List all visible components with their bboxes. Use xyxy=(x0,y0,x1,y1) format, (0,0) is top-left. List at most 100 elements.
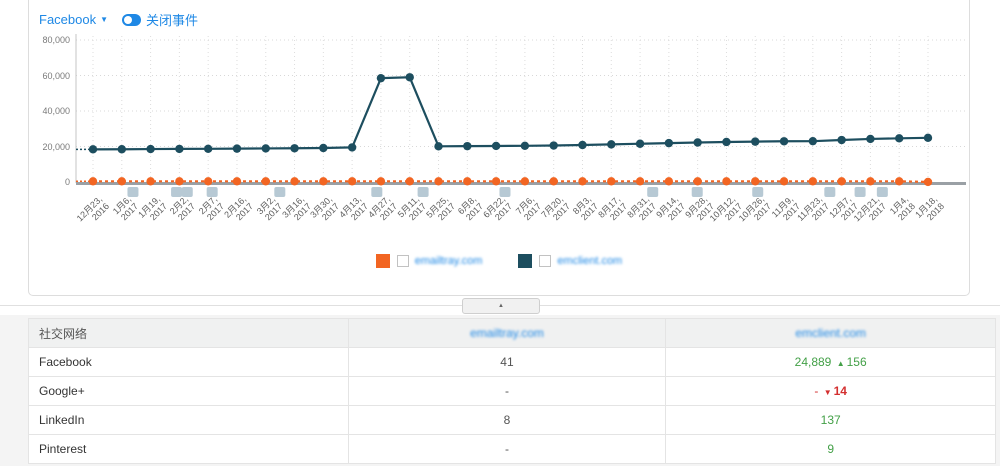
triangle-down-icon: ▼ xyxy=(823,388,832,397)
network-dropdown-label: Facebook xyxy=(39,12,97,27)
chart-point xyxy=(203,177,213,186)
chart-point xyxy=(146,177,155,186)
events-toggle[interactable]: 关闭事件 xyxy=(122,10,198,29)
event-marker-icon[interactable] xyxy=(647,187,659,197)
table-row-Pinterest: Pinterest -9 xyxy=(28,434,996,464)
chart-point xyxy=(549,177,558,186)
chart-point xyxy=(923,177,933,187)
network-dropdown[interactable]: Facebook ▼ xyxy=(39,12,108,27)
traffic-chart-panel: Facebook ▼ 关闭事件 emailtray.com emclient.co… xyxy=(28,0,970,296)
event-marker-icon[interactable] xyxy=(371,187,383,197)
event-marker-icon[interactable] xyxy=(691,187,703,197)
event-marker-icon[interactable] xyxy=(824,187,836,197)
chart-point xyxy=(117,177,126,186)
chart-point xyxy=(837,135,846,145)
event-marker-icon[interactable] xyxy=(274,187,286,197)
chart-point xyxy=(347,177,357,186)
event-marker-icon[interactable] xyxy=(854,187,866,197)
event-marker-icon[interactable] xyxy=(876,187,888,197)
chart-point xyxy=(549,141,558,150)
chart-point xyxy=(779,177,789,186)
chart-point xyxy=(405,177,414,186)
chart-point xyxy=(146,144,155,154)
metric-value-with-change: 9 xyxy=(665,434,996,464)
metric-value: 8 xyxy=(347,405,667,435)
legend-swatch-icon xyxy=(518,254,533,268)
event-marker-icon[interactable] xyxy=(417,187,429,197)
metric-value-with-change: 137 xyxy=(665,405,996,435)
chart-point xyxy=(607,140,616,149)
y-axis-tick-label: 20,000 xyxy=(42,141,70,152)
chart-point xyxy=(88,145,98,154)
chart-point xyxy=(923,133,933,143)
metric-value-with-change: 24,889 ▲ 156 xyxy=(665,347,996,377)
triangle-up-icon: ▲ xyxy=(836,359,845,368)
y-axis-tick-label: 80,000 xyxy=(42,35,70,45)
chart-point xyxy=(635,177,645,186)
network-name: Pinterest xyxy=(28,434,349,464)
chart-point xyxy=(664,177,674,186)
chart-point xyxy=(751,137,760,146)
chart-legend: emailtray.com emclient.com xyxy=(29,254,969,268)
chart-point xyxy=(463,141,472,151)
chart-point xyxy=(347,143,357,152)
legend-swatch-icon xyxy=(375,254,390,268)
table-row-LinkedIn: LinkedIn 8 137 xyxy=(28,405,996,435)
legend-item-emclient.com[interactable]: emclient.com xyxy=(518,254,622,268)
chart-point xyxy=(607,177,616,186)
chart-point xyxy=(232,144,242,153)
chart-point xyxy=(895,134,904,143)
series-line-emailtray.com xyxy=(93,180,929,184)
chart-point xyxy=(376,177,386,186)
column-header-domain-link[interactable]: emclient.com xyxy=(795,326,866,340)
events-toggle-label: 关闭事件 xyxy=(146,13,199,28)
chart-point xyxy=(808,177,818,186)
legend-label: emclient.com xyxy=(557,255,623,267)
event-marker-icon[interactable] xyxy=(181,187,193,197)
chart-point xyxy=(693,177,702,186)
chart-point xyxy=(376,73,386,83)
legend-item-emailtray.com[interactable]: emailtray.com xyxy=(375,254,482,268)
chart-point xyxy=(722,137,731,147)
chart-point xyxy=(635,139,645,148)
chart-point xyxy=(290,144,299,153)
column-header: emclient.com xyxy=(665,318,996,348)
chart-point xyxy=(319,177,328,186)
chart-point xyxy=(261,144,270,153)
chart-point xyxy=(88,177,98,186)
chart-point xyxy=(203,144,213,154)
table-row-Facebook: Facebook 41 24,889 ▲ 156 xyxy=(28,347,996,377)
metric-value-with-change: - ▼ 14 xyxy=(665,376,996,406)
legend-checkbox[interactable] xyxy=(539,255,552,267)
metric-value: - xyxy=(347,376,667,406)
event-marker-icon[interactable] xyxy=(499,187,511,197)
chart-point xyxy=(261,177,270,186)
chart-point xyxy=(808,136,818,146)
legend-checkbox[interactable] xyxy=(396,255,409,267)
chart-point xyxy=(751,177,760,186)
chart-point xyxy=(578,177,587,186)
column-header-domain-link[interactable]: emailtray.com xyxy=(470,326,544,340)
chart-point xyxy=(664,138,674,148)
metric-value: 41 xyxy=(347,347,667,377)
event-marker-icon[interactable] xyxy=(752,187,764,197)
chart-point xyxy=(895,177,904,186)
caret-up-icon: ▲ xyxy=(498,303,504,309)
y-axis-tick-label: 60,000 xyxy=(42,70,70,81)
event-marker-icon[interactable] xyxy=(206,187,218,197)
chart-point xyxy=(117,145,126,154)
chart-point xyxy=(175,144,184,154)
toggle-on-icon xyxy=(122,13,142,26)
metric-value: - xyxy=(347,434,667,464)
chart-point xyxy=(722,177,731,186)
event-marker-icon[interactable] xyxy=(127,187,139,197)
y-axis-tick-label: 0 xyxy=(64,177,70,187)
chart-point xyxy=(578,140,587,150)
chart-point xyxy=(175,177,184,186)
collapse-chart-button[interactable]: ▲ xyxy=(462,298,540,314)
column-header-social-network: 社交网络 xyxy=(28,318,349,348)
chart-point xyxy=(463,177,472,186)
chart-point xyxy=(779,137,789,146)
chart-point xyxy=(866,177,875,186)
event-marker-icon[interactable] xyxy=(171,187,183,197)
